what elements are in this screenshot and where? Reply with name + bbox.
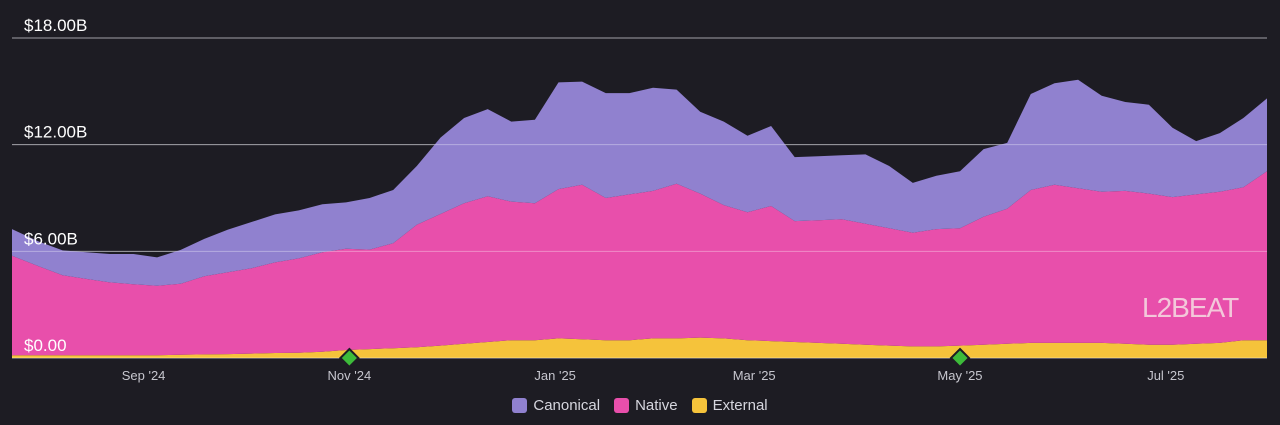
legend-label-canonical: Canonical (533, 397, 601, 414)
event-marker-icon[interactable] (338, 347, 360, 369)
native-swatch-icon (614, 398, 630, 413)
watermark-text: L2BEAT (1142, 292, 1239, 323)
y-tick-label: $6.00B (24, 229, 78, 248)
y-tick-label: $12.00B (24, 123, 87, 142)
area-series-group (12, 79, 1267, 358)
chart-legend: Canonical Native External (0, 397, 1280, 414)
canonical-swatch-icon (512, 398, 528, 413)
x-axis-labels: Sep '24 Nov '24 Jan '25 Mar '25 May '25 Jul '… (122, 368, 1185, 383)
grid-overlay (12, 37, 1267, 359)
x-tick-label: Nov '24 (328, 368, 372, 383)
legend-item-external[interactable]: External (691, 397, 768, 414)
legend-label-external: External (712, 397, 768, 414)
event-marker-icon[interactable] (949, 347, 971, 369)
area-canonical[interactable] (12, 79, 1267, 286)
area-native[interactable] (12, 171, 1267, 356)
x-tick-label: Jan '25 (534, 368, 576, 383)
external-swatch-icon (691, 398, 707, 413)
legend-item-native[interactable]: Native (614, 397, 678, 414)
x-tick-label: May '25 (937, 368, 982, 383)
event-markers (338, 347, 971, 369)
l2beat-watermark: L2BEAT (1142, 292, 1239, 324)
x-tick-label: Mar '25 (733, 368, 776, 383)
x-tick-label: Jul '25 (1147, 368, 1184, 383)
area-external[interactable] (12, 337, 1267, 358)
y-axis-labels: $0.00 $6.00B $12.00B $18.00B (24, 16, 87, 355)
x-tick-label: Sep '24 (122, 368, 166, 383)
legend-label-native: Native (635, 397, 678, 414)
legend-item-canonical[interactable]: Canonical (512, 397, 600, 414)
y-tick-label: $0.00 (24, 336, 67, 355)
y-tick-label: $18.00B (24, 16, 87, 35)
